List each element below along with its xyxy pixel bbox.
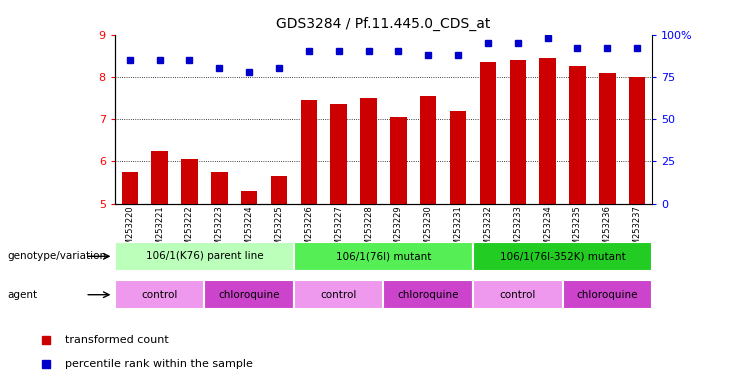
- Bar: [115, 242, 294, 271]
- Bar: [182, 159, 198, 204]
- Title: GDS3284 / Pf.11.445.0_CDS_at: GDS3284 / Pf.11.445.0_CDS_at: [276, 17, 491, 31]
- Bar: [562, 280, 652, 309]
- Text: percentile rank within the sample: percentile rank within the sample: [65, 359, 253, 369]
- Text: agent: agent: [7, 290, 38, 300]
- Text: transformed count: transformed count: [65, 335, 169, 345]
- Text: chloroquine: chloroquine: [576, 290, 638, 300]
- Text: control: control: [321, 290, 357, 300]
- Bar: [301, 100, 317, 204]
- Bar: [473, 242, 652, 271]
- Bar: [510, 60, 526, 204]
- Bar: [450, 111, 466, 204]
- Text: 106/1(K76) parent line: 106/1(K76) parent line: [145, 251, 263, 262]
- Bar: [384, 280, 473, 309]
- Bar: [473, 280, 562, 309]
- Bar: [211, 172, 227, 204]
- Bar: [599, 73, 616, 204]
- Bar: [420, 96, 436, 204]
- Bar: [294, 242, 473, 271]
- Text: 106/1(76I) mutant: 106/1(76I) mutant: [336, 251, 431, 262]
- Bar: [479, 62, 496, 204]
- Text: control: control: [499, 290, 536, 300]
- Bar: [205, 280, 294, 309]
- Bar: [629, 77, 645, 204]
- Bar: [360, 98, 376, 204]
- Bar: [539, 58, 556, 204]
- Bar: [115, 280, 205, 309]
- Bar: [569, 66, 585, 204]
- Text: genotype/variation: genotype/variation: [7, 251, 107, 262]
- Text: control: control: [142, 290, 178, 300]
- Bar: [122, 172, 138, 204]
- Text: chloroquine: chloroquine: [397, 290, 459, 300]
- Text: 106/1(76I-352K) mutant: 106/1(76I-352K) mutant: [499, 251, 625, 262]
- Bar: [241, 191, 257, 204]
- Bar: [294, 280, 384, 309]
- Bar: [330, 104, 347, 204]
- Bar: [391, 117, 407, 204]
- Text: chloroquine: chloroquine: [219, 290, 280, 300]
- Bar: [151, 151, 167, 204]
- Bar: [270, 176, 288, 204]
